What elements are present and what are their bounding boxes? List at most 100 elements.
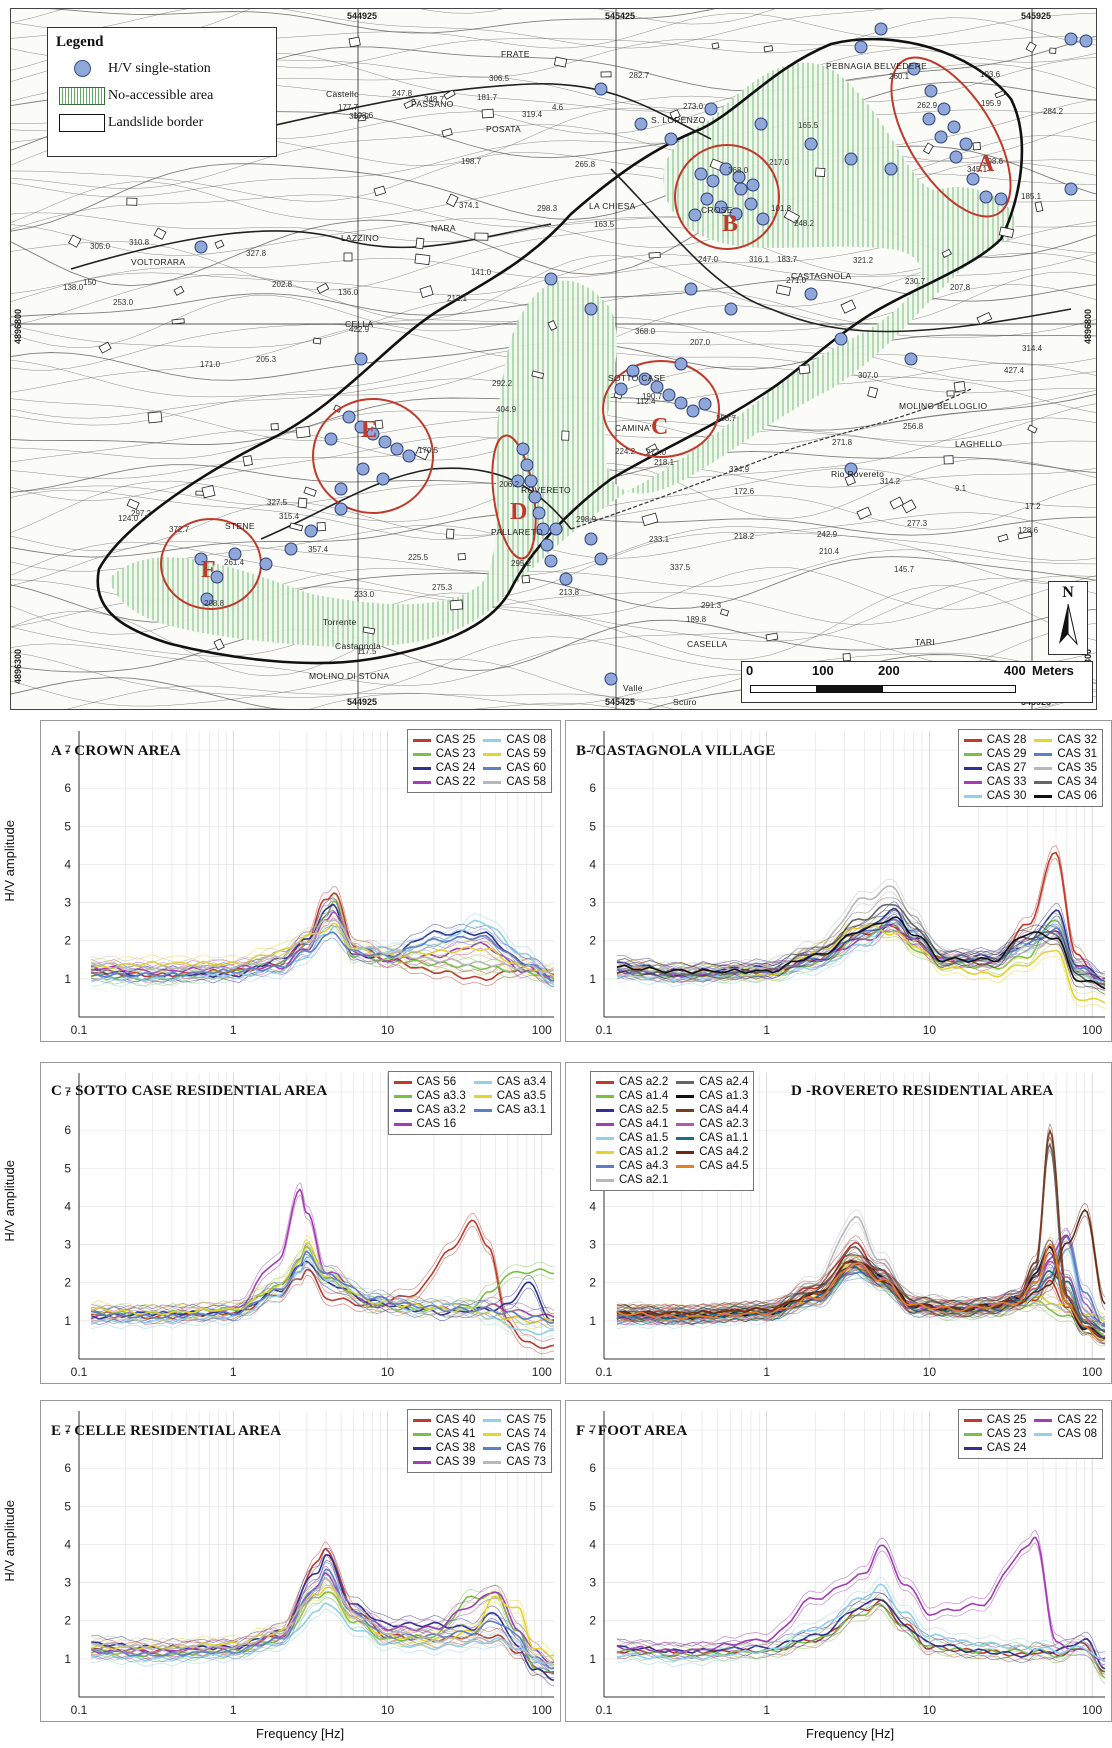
legend-swatch bbox=[393, 1122, 412, 1126]
elevation-label: 305.0 bbox=[90, 242, 111, 251]
legend-swatch bbox=[1034, 752, 1053, 756]
x-tick-label: 0.1 bbox=[596, 1365, 613, 1379]
series-line-upper bbox=[616, 1254, 1105, 1324]
series-line-upper bbox=[616, 897, 1106, 979]
legend-label: CAS a1.5 bbox=[619, 1132, 669, 1144]
legend-entry: CAS a4.5 bbox=[676, 1159, 748, 1173]
river bbox=[570, 388, 972, 530]
elevation-label: 205.3 bbox=[256, 355, 277, 364]
place-label: LAGHELLO bbox=[955, 439, 1003, 449]
scale-tick-100: 100 bbox=[812, 663, 834, 678]
legend-swatch bbox=[412, 1460, 431, 1464]
north-arrow: N bbox=[1048, 581, 1088, 655]
legend-label: CAS a4.1 bbox=[619, 1118, 669, 1130]
series-line-upper bbox=[616, 1236, 1106, 1334]
zone-label-d: D bbox=[510, 499, 528, 525]
y-tick-label: 1 bbox=[589, 1314, 596, 1328]
series-line bbox=[616, 1243, 1106, 1342]
legend-entry: CAS 56 bbox=[393, 1075, 466, 1089]
chart-title: B- CASTAGNOLA VILLAGE bbox=[576, 743, 776, 759]
elevation-label: 404.9 bbox=[496, 405, 517, 414]
elevation-label: 247.0 bbox=[698, 255, 719, 264]
series-line-upper bbox=[91, 912, 555, 966]
legend-label: CAS 23 bbox=[986, 1428, 1027, 1440]
series-line bbox=[616, 918, 1106, 982]
y-tick-label: 7 bbox=[64, 743, 71, 757]
place-label: S. LORENZO bbox=[651, 115, 706, 125]
legend-label: CAS 40 bbox=[435, 1414, 476, 1426]
series-line bbox=[90, 1241, 555, 1324]
series-line-lower bbox=[616, 922, 1106, 995]
y-tick-label: 4 bbox=[64, 1199, 71, 1213]
elevation-label: 150 bbox=[83, 278, 97, 287]
series-line-upper bbox=[91, 1254, 555, 1314]
zone-label-c: C bbox=[651, 414, 669, 440]
legend-label: CAS 35 bbox=[1057, 762, 1097, 774]
elevation-label: 327.5 bbox=[267, 498, 288, 507]
x-tick-label: 1 bbox=[763, 1023, 770, 1037]
legend-label: CAS a1.2 bbox=[619, 1146, 669, 1158]
chart-legend: CAS 25 CAS 22 CAS 23 CAS 08 CAS 24 bbox=[957, 1409, 1103, 1459]
legend-entry: CAS a2.5 bbox=[596, 1103, 668, 1117]
series-line-lower bbox=[91, 1592, 555, 1667]
elevation-label: 298.3 bbox=[537, 204, 558, 213]
legend-label: CAS a4.2 bbox=[699, 1146, 749, 1158]
series-line bbox=[91, 892, 555, 982]
y-axis-label: H/V amplitude bbox=[2, 1500, 17, 1582]
series-line-lower bbox=[91, 1574, 555, 1675]
place-label: SOTTO CASE bbox=[608, 373, 666, 383]
legend-entry: CAS 76 bbox=[483, 1441, 546, 1455]
series-line-lower bbox=[91, 1262, 555, 1341]
series-line bbox=[616, 1583, 1106, 1662]
scale-bar: 0 100 200 400 Meters bbox=[741, 661, 1093, 703]
legend-swatch bbox=[676, 1094, 695, 1098]
elevation-label: 224.2 bbox=[615, 447, 636, 456]
legend-swatch bbox=[596, 1080, 614, 1084]
y-tick-label: 2 bbox=[589, 1276, 596, 1290]
coord-left-1: 4896800 bbox=[13, 309, 23, 345]
legend-swatch bbox=[393, 1094, 412, 1098]
elevation-label: 233.0 bbox=[354, 590, 375, 599]
legend-label: CAS 34 bbox=[1057, 776, 1097, 788]
legend-entry: CAS a2.3 bbox=[676, 1117, 748, 1131]
elevation-label: 225.5 bbox=[408, 553, 429, 562]
y-tick-label: 2 bbox=[589, 1614, 596, 1628]
elevation-label: 358.7 bbox=[716, 414, 737, 423]
legend-swatch bbox=[412, 752, 431, 756]
y-tick-label: 4 bbox=[589, 1199, 596, 1213]
y-tick-label: 4 bbox=[64, 1537, 71, 1551]
elevation-label: 261.4 bbox=[224, 558, 245, 567]
place-label: CAMINA' bbox=[615, 423, 652, 433]
legend-label: CAS 22 bbox=[1057, 1414, 1097, 1426]
legend-entry: CAS a3.4 bbox=[473, 1075, 546, 1089]
series-line-upper bbox=[91, 885, 555, 974]
series-line-upper bbox=[616, 1202, 1106, 1309]
series-line-upper bbox=[91, 916, 555, 970]
coord-right-1: 4896800 bbox=[1083, 309, 1093, 345]
legend-label: CAS 59 bbox=[506, 748, 546, 760]
series-line-lower bbox=[91, 1583, 555, 1670]
legend-swatch bbox=[963, 1446, 982, 1450]
border-box-icon bbox=[59, 113, 105, 132]
x-tick-label: 0.1 bbox=[71, 1023, 88, 1037]
legend-label: CAS a4.5 bbox=[699, 1160, 749, 1172]
elevation-label: 206.2 bbox=[499, 480, 520, 489]
place-label: LA CHIESA bbox=[589, 201, 636, 211]
y-tick-label: 5 bbox=[64, 1499, 71, 1513]
legend-swatch bbox=[473, 1080, 492, 1084]
elevation-label: 207.0 bbox=[690, 338, 711, 347]
chart-legend: CAS 56 CAS a3.4 CAS a3.3 CAS a3.5 CAS a3.2 CA… bbox=[387, 1071, 552, 1135]
y-tick-label: 6 bbox=[64, 1123, 71, 1137]
place-label: Castello bbox=[326, 89, 360, 99]
elevation-label: 218.1 bbox=[654, 458, 675, 467]
legend-entry: CAS 58 bbox=[483, 775, 546, 789]
series-line-lower bbox=[616, 910, 1106, 992]
place-label: Torrente bbox=[323, 617, 357, 627]
legend-swatch bbox=[1034, 1418, 1053, 1422]
place-label: MOLINO DI STONA bbox=[309, 671, 390, 681]
elevation-label: 327.8 bbox=[246, 249, 267, 258]
x-tick-label: 10 bbox=[923, 1703, 937, 1717]
legend-entry: CAS 22 bbox=[412, 775, 475, 789]
series-line bbox=[616, 1208, 1106, 1317]
place-label: NARA bbox=[431, 223, 456, 233]
